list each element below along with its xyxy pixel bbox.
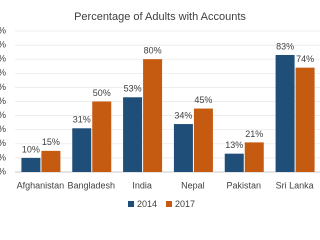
bar — [92, 101, 112, 172]
value-label: 83% — [276, 41, 294, 51]
bar — [295, 67, 315, 172]
x-tick-label: Pakistan — [226, 180, 261, 190]
x-tick-label: Sri Lanka — [276, 180, 314, 190]
bar — [275, 54, 295, 172]
value-label: 80% — [144, 46, 162, 56]
chart: Percentage of Adults with Accounts 0% 10%… — [0, 10, 320, 209]
bar — [193, 108, 213, 172]
bar — [123, 97, 143, 172]
bar — [21, 157, 41, 172]
value-label: 74% — [296, 54, 314, 64]
y-tick-label: 100% — [0, 25, 6, 35]
value-label: 53% — [124, 84, 142, 94]
bar — [72, 128, 92, 172]
x-tick-label: India — [132, 180, 152, 190]
bar — [224, 153, 244, 172]
y-tick-label: 60% — [0, 82, 6, 92]
bar — [41, 150, 61, 172]
x-tick-label: Afghanistan — [17, 180, 65, 190]
y-tick-label: 40% — [0, 110, 6, 120]
y-tick-label: 80% — [0, 54, 6, 64]
y-tick-label: 90% — [0, 39, 6, 49]
bar — [244, 142, 264, 172]
value-label: 50% — [93, 88, 111, 98]
legend-label: 2014 — [137, 199, 157, 209]
chart-title: Percentage of Adults with Accounts — [74, 11, 246, 23]
value-label: 21% — [245, 129, 263, 139]
legend-swatch — [128, 201, 134, 207]
legend-label: 2017 — [175, 199, 195, 209]
x-tick-label: Nepal — [181, 180, 205, 190]
y-tick-label: 0% — [0, 166, 6, 176]
y-tick-label: 50% — [0, 96, 6, 106]
y-tick-label: 10% — [0, 152, 6, 162]
bar — [173, 124, 193, 172]
y-tick-label: 70% — [0, 68, 6, 78]
value-label: 34% — [174, 110, 192, 120]
value-label: 10% — [22, 144, 40, 154]
y-tick-label: 30% — [0, 124, 6, 134]
value-label: 45% — [194, 95, 212, 105]
value-label: 31% — [73, 115, 91, 125]
x-tick-label: Bangladesh — [67, 180, 115, 190]
legend-swatch — [166, 201, 172, 207]
y-tick-label: 20% — [0, 138, 6, 148]
value-label: 15% — [42, 137, 60, 147]
bar — [143, 59, 163, 173]
value-label: 13% — [225, 140, 243, 150]
